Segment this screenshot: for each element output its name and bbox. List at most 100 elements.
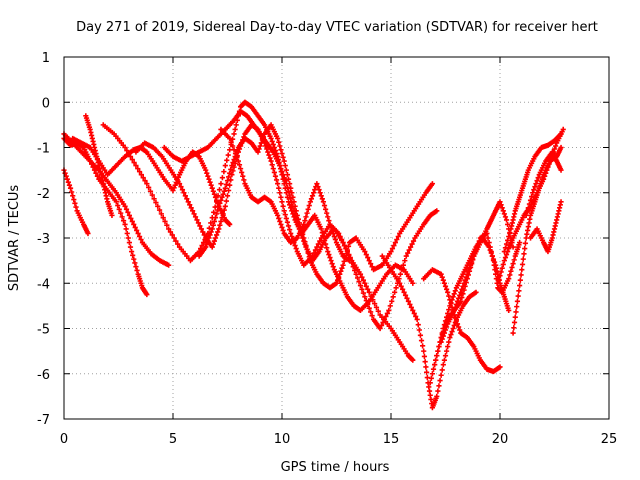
data-point — [144, 181, 150, 187]
data-point — [507, 230, 513, 236]
data-point — [332, 236, 339, 243]
data-point — [447, 303, 453, 309]
data-point — [434, 393, 440, 399]
data-point — [182, 193, 188, 199]
x-tick-label: 25 — [601, 432, 618, 447]
data-point — [535, 175, 541, 181]
data-point — [447, 334, 453, 341]
data-point — [432, 362, 438, 368]
data-point — [359, 286, 365, 292]
data-point — [211, 218, 218, 225]
data-point — [445, 310, 451, 317]
data-point — [326, 218, 332, 224]
data-point — [71, 196, 77, 203]
data-point — [366, 258, 372, 264]
series-trace-19 — [527, 199, 564, 255]
data-point — [198, 226, 204, 232]
data-point — [304, 246, 310, 252]
data-point — [132, 224, 138, 231]
data-point — [450, 325, 456, 332]
data-point — [232, 126, 238, 132]
data-point — [257, 143, 263, 149]
data-point — [440, 362, 446, 368]
data-point — [529, 193, 535, 200]
data-point — [280, 154, 286, 160]
data-point — [467, 264, 474, 271]
data-point — [517, 282, 523, 289]
data-point — [328, 224, 334, 231]
data-point — [373, 304, 380, 310]
data-point — [437, 377, 443, 384]
data-point — [255, 149, 261, 155]
data-point — [224, 157, 230, 163]
data-point — [495, 280, 501, 286]
data-point — [181, 190, 187, 196]
data-point — [296, 220, 303, 226]
data-point — [406, 247, 412, 253]
data-point — [330, 264, 336, 270]
data-point — [442, 327, 449, 333]
data-point — [134, 267, 140, 274]
data-point — [65, 179, 71, 185]
data-point — [67, 185, 74, 191]
data-point — [309, 193, 316, 199]
series-trace-18 — [501, 131, 564, 255]
data-point — [233, 122, 239, 128]
data-point — [501, 248, 507, 255]
data-point — [241, 177, 247, 183]
data-point — [129, 218, 135, 225]
data-point — [458, 298, 464, 304]
data-point — [214, 232, 220, 238]
data-point — [517, 239, 523, 246]
data-point — [410, 238, 417, 244]
data-point — [321, 202, 328, 209]
data-point — [219, 194, 225, 200]
data-point — [292, 203, 298, 209]
data-point — [511, 325, 517, 331]
data-point — [511, 319, 518, 326]
data-point — [377, 325, 383, 332]
data-point — [442, 353, 449, 359]
data-point — [411, 310, 417, 317]
data-point — [398, 283, 404, 289]
data-point — [212, 235, 219, 241]
data-point — [282, 212, 288, 218]
x-axis-label: GPS time / hours — [281, 460, 390, 475]
data-point — [227, 170, 233, 176]
data-point — [403, 253, 409, 259]
data-point — [201, 232, 207, 238]
data-point — [515, 293, 521, 299]
data-point — [498, 269, 504, 275]
data-point — [289, 190, 295, 196]
data-point — [369, 313, 375, 319]
data-point — [284, 219, 291, 225]
x-tick-label: 5 — [169, 432, 177, 447]
data-point — [272, 173, 279, 179]
data-point — [225, 152, 231, 158]
data-point — [123, 226, 129, 232]
data-point — [558, 199, 564, 205]
data-point — [308, 196, 315, 202]
data-point — [136, 169, 143, 175]
data-point — [508, 268, 514, 274]
data-point — [344, 247, 350, 253]
data-point — [138, 236, 144, 243]
data-point — [222, 185, 228, 191]
data-point — [451, 291, 457, 297]
data-point — [224, 178, 231, 184]
data-point — [190, 208, 196, 214]
data-point — [214, 199, 220, 205]
data-point — [210, 222, 216, 228]
data-point — [518, 272, 524, 278]
series-trace-1 — [61, 167, 91, 237]
data-point — [336, 274, 342, 280]
data-point — [402, 292, 409, 298]
data-point — [219, 175, 226, 181]
data-point — [113, 199, 119, 205]
data-point — [153, 199, 159, 206]
data-point — [218, 218, 224, 225]
data-point — [293, 208, 299, 214]
data-point — [363, 297, 369, 304]
data-point — [279, 199, 285, 205]
